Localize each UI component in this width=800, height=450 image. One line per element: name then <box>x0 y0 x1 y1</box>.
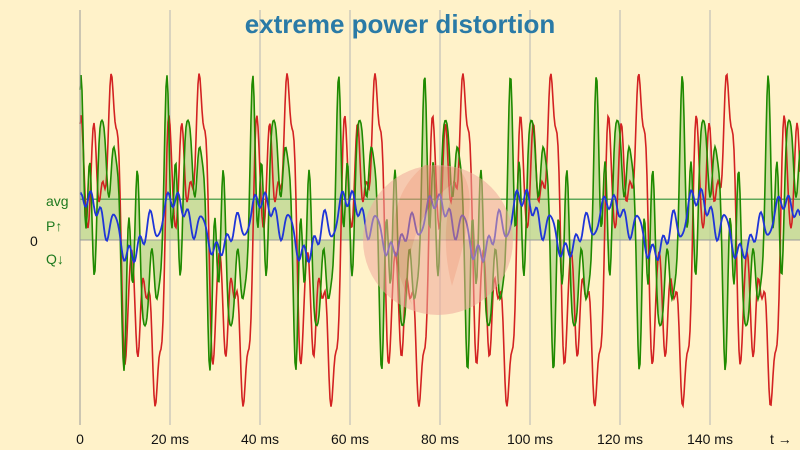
x-tick-label: 140 ms <box>687 431 733 447</box>
chart-title: extreme power distortion <box>245 9 556 39</box>
avg-label: avg <box>46 193 69 209</box>
q-label: Q↓ <box>46 251 64 267</box>
logo-mark <box>393 165 470 305</box>
x-tick-label: 0 <box>76 431 84 447</box>
x-tick-label: 120 ms <box>597 431 643 447</box>
x-axis-label: t → <box>770 431 792 447</box>
logo-watermark <box>363 165 513 315</box>
p-label: P↑ <box>46 218 62 234</box>
x-tick-label: 20 ms <box>151 431 189 447</box>
x-tick-labels: 0 20 ms 40 ms 60 ms 80 ms 100 ms 120 ms 140 ms <box>76 431 733 447</box>
x-tick-label: 80 ms <box>421 431 459 447</box>
x-tick-label: 40 ms <box>241 431 279 447</box>
zero-label: 0 <box>30 233 38 249</box>
x-tick-label: 60 ms <box>331 431 369 447</box>
x-tick-label: 100 ms <box>507 431 553 447</box>
